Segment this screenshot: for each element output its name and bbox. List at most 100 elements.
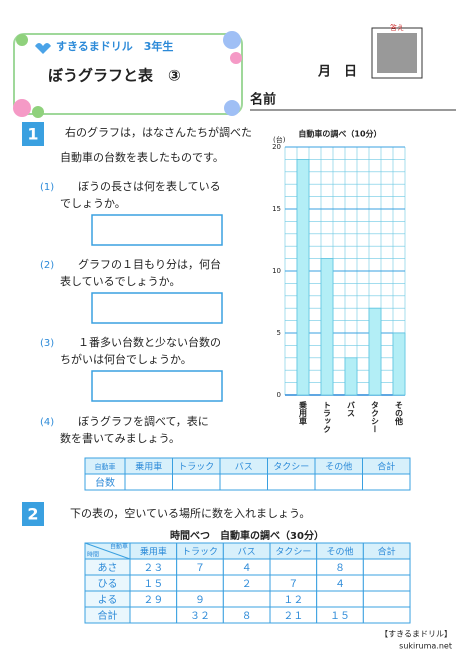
item-number: (1): [40, 182, 54, 193]
table-cell-text: １５: [143, 579, 163, 590]
x-tick-label: タクシー: [371, 400, 380, 433]
table-header-text: その他: [325, 461, 352, 473]
item-text: 表しているでしょうか。: [60, 274, 180, 288]
table-cell: [362, 606, 411, 624]
table-cell-text: ３２: [190, 611, 210, 622]
table-cell: [219, 473, 268, 491]
answer-box: [91, 214, 223, 246]
table-cell: [172, 473, 221, 491]
footer-brand: 【すきるまドリル】: [380, 630, 452, 639]
table-cell-text: ４: [335, 579, 345, 590]
table-header-text: タクシー: [273, 462, 309, 473]
table-cell: [124, 473, 173, 491]
answer-box: [91, 370, 223, 402]
q1-text: 自動車の台数を表したものです。: [60, 150, 224, 164]
bar: [392, 332, 406, 396]
item-number: (4): [40, 417, 54, 428]
table-cell: [362, 473, 411, 491]
qr-pattern: [377, 33, 417, 73]
table-cell: [314, 473, 363, 491]
q1-text: 右のグラフは，はなさんたちが調べた: [65, 125, 252, 139]
item-text: 数を書いてみましょう。: [60, 431, 180, 445]
table-cell: [176, 574, 224, 592]
month-label: 月: [317, 65, 331, 80]
footer-url: sukiruma.net: [399, 642, 452, 651]
y-tick-label: 20: [272, 143, 281, 151]
table-cell-text: ２３: [143, 563, 163, 574]
q2-text: 下の表の，空いている場所に数を入れましょう。: [70, 506, 310, 520]
q2-badge: [22, 502, 44, 526]
table-cell: [362, 590, 411, 608]
item-text: １番多い台数と少ない台数の: [78, 335, 221, 349]
item-number: (2): [40, 260, 54, 271]
qr-label: 答え: [390, 23, 404, 32]
item-number: (3): [40, 338, 54, 349]
y-tick-label: 10: [272, 267, 281, 275]
table-header-text: 乗用車: [140, 546, 167, 558]
item-text: でしょうか。: [60, 197, 126, 210]
table-cell-text: ４: [242, 563, 252, 574]
item-text: ちがいは何台でしょうか。: [60, 352, 192, 366]
table-cell: [362, 574, 411, 592]
table-cell-text: 台数: [95, 476, 115, 489]
name-label: 名前: [250, 92, 276, 108]
x-tick-label: 乗用車: [299, 400, 308, 426]
chart-title: 自動車の調べ（10分）: [298, 129, 381, 139]
q2-number: 2: [27, 505, 38, 524]
table-header-text: 自動車: [95, 462, 116, 471]
table-header-text: 合計: [378, 546, 396, 558]
item-text: グラフの１目もり分は，何台: [78, 257, 221, 271]
table-cell-text: １２: [283, 595, 303, 606]
answer-box: [91, 292, 223, 324]
q1-number: 1: [27, 125, 38, 144]
y-tick-label: 0: [277, 391, 281, 399]
table-header-text: 乗用車: [135, 461, 162, 473]
day-label: 日: [344, 65, 357, 80]
table-header-text: バス: [235, 462, 253, 473]
brand: すきるまドリル 3年生: [56, 39, 173, 53]
corner-text: 自動車: [110, 543, 128, 551]
table-cell-text: よる: [98, 594, 118, 606]
y-tick-label: 5: [277, 329, 281, 337]
table-cell: [362, 558, 411, 576]
table-header-text: その他: [327, 546, 354, 558]
table-header-text: トラック: [178, 462, 214, 473]
corner-diagonal: [84, 542, 131, 560]
table-cell-text: 合計: [98, 609, 118, 622]
x-tick-label: バス: [347, 401, 356, 417]
q1-badge: [22, 122, 44, 146]
header-frame: [13, 31, 243, 118]
table-cell: [269, 558, 318, 576]
table-cell-text: １５: [330, 611, 350, 622]
table-header-text: トラック: [182, 547, 218, 558]
table-cell: [222, 590, 271, 608]
table-cell-text: ７: [195, 563, 205, 574]
bar: [296, 158, 310, 396]
title: ぼうグラフと表 ③: [48, 67, 181, 85]
table-cell-text: ７: [288, 579, 298, 590]
bar: [320, 258, 334, 396]
x-tick-label: トラック: [323, 401, 332, 433]
bar: [344, 357, 358, 396]
bar: [368, 307, 382, 396]
table-cell: [316, 590, 364, 608]
corner-text: 時間: [87, 551, 99, 559]
table-header-text: 合計: [377, 461, 395, 473]
y-axis-label: (台): [273, 135, 286, 144]
table-header-text: タクシー: [275, 547, 311, 558]
table2-title: 時間べつ 自動車の調べ（30分）: [170, 529, 324, 542]
table-cell: [129, 606, 178, 624]
x-tick-label: その他: [395, 401, 404, 426]
table-header-text: バス: [238, 547, 256, 558]
item-text: ぼうの長さは何を表している: [78, 179, 221, 193]
table-cell-text: ９: [195, 595, 205, 606]
table-cell-text: ８: [242, 611, 252, 622]
table-cell-text: ２: [242, 579, 252, 590]
table-cell: [267, 473, 316, 491]
table-cell-text: ひる: [98, 578, 118, 590]
item-text: ぼうグラフを調べて，表に: [78, 414, 209, 428]
table-cell-text: ２１: [283, 611, 303, 622]
table-cell-text: ８: [335, 563, 345, 574]
